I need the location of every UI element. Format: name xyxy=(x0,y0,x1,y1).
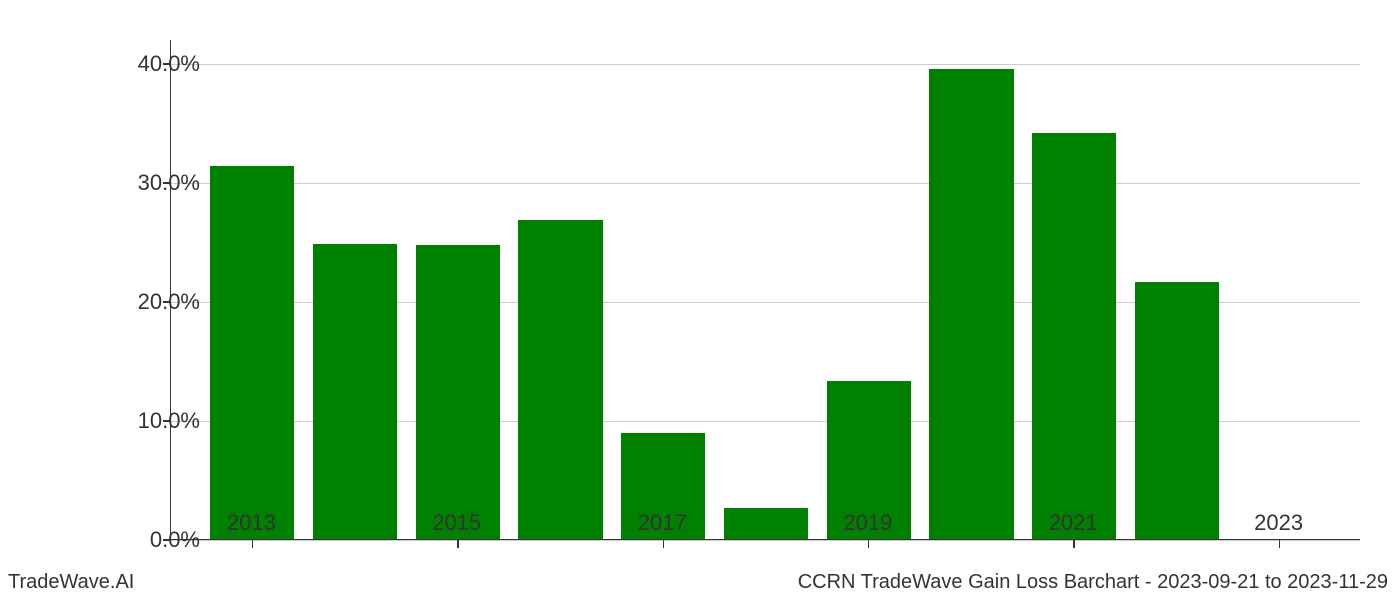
chart-container xyxy=(170,40,1360,540)
plot-area xyxy=(170,40,1360,540)
xtick-label: 2015 xyxy=(432,510,481,536)
ytick-label: 30.0% xyxy=(110,170,200,196)
gridline xyxy=(171,183,1360,184)
xtick-mark xyxy=(663,540,665,548)
bar xyxy=(518,220,602,539)
ytick-label: 20.0% xyxy=(110,289,200,315)
xtick-mark xyxy=(252,540,254,548)
footer-left-text: TradeWave.AI xyxy=(8,571,134,594)
bar xyxy=(313,244,397,539)
xtick-mark xyxy=(868,540,870,548)
xtick-label: 2023 xyxy=(1254,510,1303,536)
ytick-label: 0.0% xyxy=(110,527,200,553)
xtick-mark xyxy=(1073,540,1075,548)
bar xyxy=(1032,133,1116,539)
bar xyxy=(724,508,808,539)
footer-right-text: CCRN TradeWave Gain Loss Barchart - 2023… xyxy=(798,571,1388,594)
gridline xyxy=(171,540,1360,541)
gridline xyxy=(171,64,1360,65)
xtick-label: 2019 xyxy=(843,510,892,536)
bar xyxy=(210,166,294,539)
xtick-mark xyxy=(1279,540,1281,548)
xtick-label: 2017 xyxy=(638,510,687,536)
xtick-label: 2021 xyxy=(1049,510,1098,536)
bar xyxy=(929,69,1013,539)
xtick-label: 2013 xyxy=(227,510,276,536)
bar xyxy=(1135,282,1219,539)
ytick-label: 40.0% xyxy=(110,51,200,77)
xtick-mark xyxy=(457,540,459,548)
ytick-label: 10.0% xyxy=(110,408,200,434)
bar xyxy=(416,245,500,539)
